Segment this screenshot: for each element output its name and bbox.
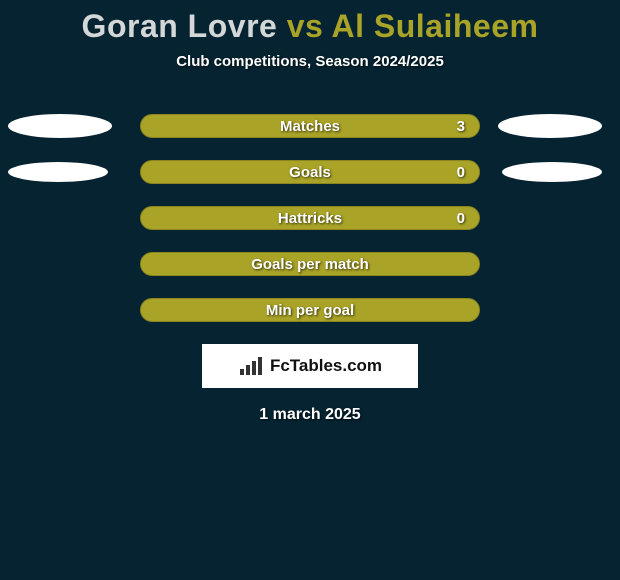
player2-name: Al Sulaiheem: [332, 8, 539, 44]
subtitle: Club competitions, Season 2024/2025: [0, 53, 620, 70]
stat-bar: Hattricks 0: [140, 206, 480, 230]
logo-text: FcTables.com: [270, 356, 382, 376]
stat-label: Goals per match: [251, 256, 369, 273]
stat-label: Hattricks: [278, 210, 342, 227]
stat-row: Hattricks 0: [0, 206, 620, 230]
player2-ellipse: [502, 162, 602, 182]
stat-value: 0: [457, 164, 465, 181]
stat-bar: Goals per match: [140, 252, 480, 276]
logo-box: FcTables.com: [202, 344, 418, 388]
stat-label: Goals: [289, 164, 331, 181]
page-title: Goran Lovre vs Al Sulaiheem: [0, 0, 620, 45]
stat-label: Min per goal: [266, 302, 354, 319]
stat-row: Min per goal: [0, 298, 620, 322]
stat-value: 3: [457, 118, 465, 135]
stat-row: Goals per match: [0, 252, 620, 276]
player2-ellipse: [498, 114, 602, 138]
stat-rows: Matches 3 Goals 0 Hattricks 0 Goals per match M…: [0, 114, 620, 322]
stat-value: 0: [457, 210, 465, 227]
stat-bar: Goals 0: [140, 160, 480, 184]
date-text: 1 march 2025: [0, 406, 620, 424]
stat-row: Goals 0: [0, 160, 620, 184]
player1-name: Goran Lovre: [82, 8, 278, 44]
stat-label: Matches: [280, 118, 340, 135]
stat-row: Matches 3: [0, 114, 620, 138]
player1-ellipse: [8, 162, 108, 182]
player1-ellipse: [8, 114, 112, 138]
vs-text: vs: [287, 8, 324, 44]
stat-bar: Min per goal: [140, 298, 480, 322]
stat-bar: Matches 3: [140, 114, 480, 138]
bar-chart-icon: [238, 355, 264, 377]
